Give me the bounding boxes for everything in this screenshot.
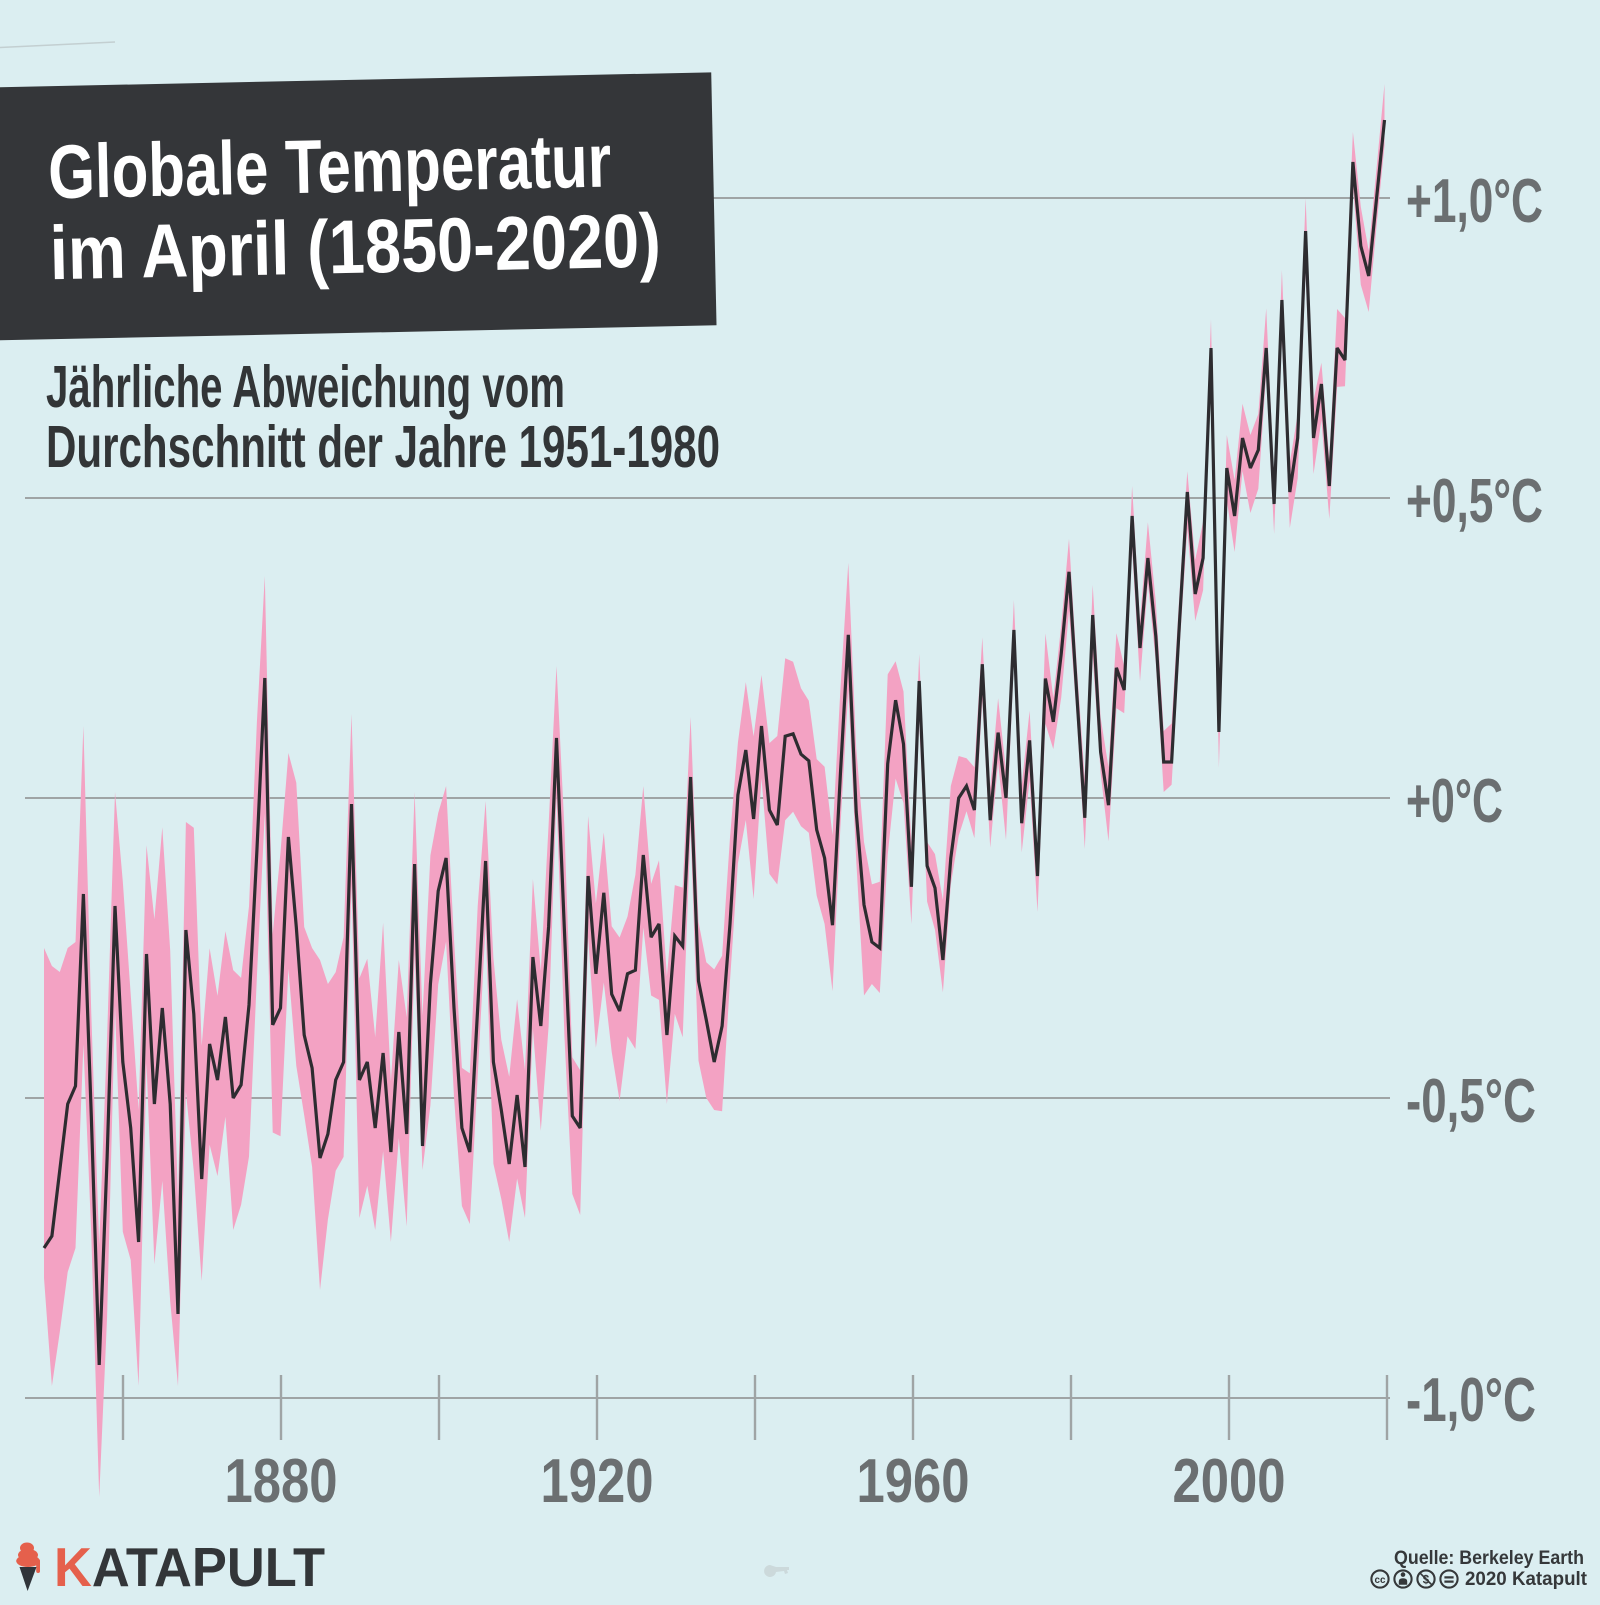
svg-text:-0,5°C: -0,5°C	[1406, 1067, 1536, 1136]
svg-text:2020 Katapult: 2020 Katapult	[1465, 1569, 1588, 1590]
svg-text:Durchschnitt der Jahre 1951-19: Durchschnitt der Jahre 1951-1980	[46, 414, 720, 480]
svg-text:+0°C: +0°C	[1406, 767, 1503, 836]
svg-text:$: $	[1423, 1575, 1430, 1587]
svg-text:cc: cc	[1375, 1574, 1386, 1586]
svg-text:2000: 2000	[1173, 1447, 1286, 1516]
svg-text:+0,5°C: +0,5°C	[1406, 467, 1543, 536]
svg-text:1880: 1880	[225, 1447, 338, 1516]
svg-text:im April (1850-2020): im April (1850-2020)	[49, 198, 662, 296]
svg-text:1920: 1920	[541, 1447, 654, 1516]
svg-text:-1,0°C: -1,0°C	[1406, 1366, 1536, 1435]
svg-text:+1,0°C: +1,0°C	[1406, 167, 1543, 236]
svg-text:1960: 1960	[857, 1447, 970, 1516]
svg-text:Jährliche Abweichung vom: Jährliche Abweichung vom	[46, 354, 565, 420]
svg-text:KATAPULT: KATAPULT	[54, 1536, 325, 1598]
svg-text:Globale Temperatur: Globale Temperatur	[47, 118, 612, 215]
svg-text:Quelle: Berkeley Earth: Quelle: Berkeley Earth	[1394, 1548, 1584, 1569]
